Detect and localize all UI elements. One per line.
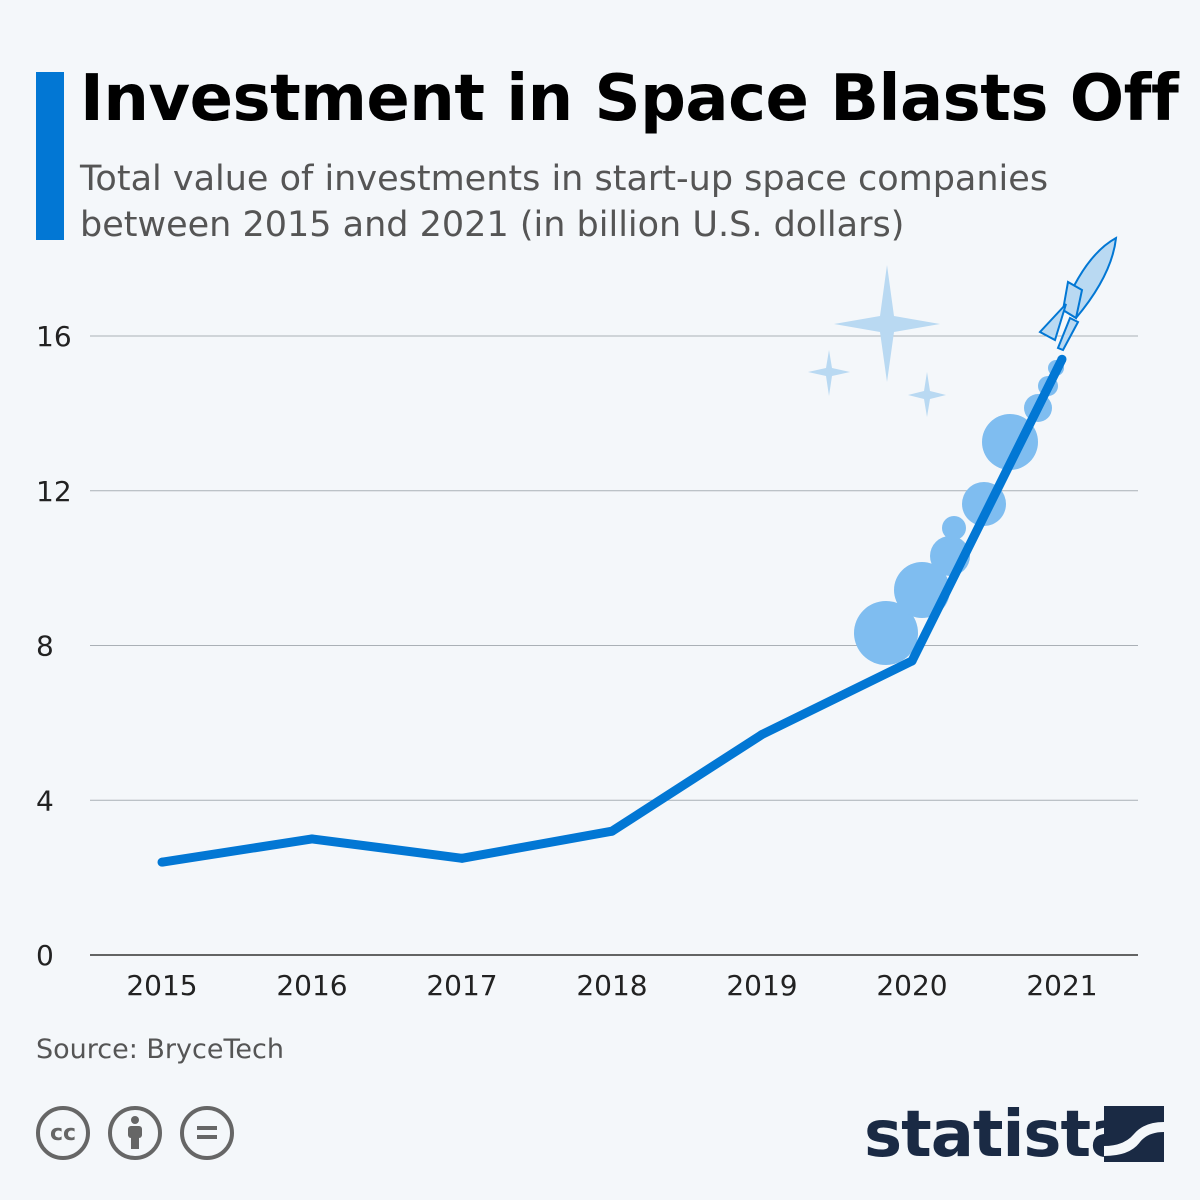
data-point (607, 826, 617, 836)
data-point (307, 834, 317, 844)
statista-logo-icon (1104, 1106, 1164, 1162)
data-point (457, 853, 467, 863)
x-tick-label: 2015 (126, 969, 197, 1002)
x-tick-label: 2020 (876, 969, 947, 1002)
x-tick-label: 2021 (1026, 969, 1097, 1002)
attribution-icon[interactable] (108, 1106, 162, 1160)
x-tick-label: 2017 (426, 969, 497, 1002)
rocket-decoration (808, 236, 1118, 665)
y-tick-label: 16 (36, 320, 72, 353)
sparkle-icon (808, 265, 946, 417)
smoke-cloud (942, 516, 966, 540)
data-point (157, 857, 167, 867)
x-tick-label: 2018 (576, 969, 647, 1002)
y-tick-label: 0 (36, 939, 54, 972)
no-derivatives-icon[interactable] (180, 1106, 234, 1160)
y-tick-label: 12 (36, 475, 72, 508)
statista-logo[interactable]: statista (864, 1098, 1133, 1172)
subtitle: Total value of investments in start-up s… (80, 159, 1049, 245)
y-tick-label: 8 (36, 630, 54, 663)
cc-icon[interactable]: cc (36, 1106, 90, 1160)
x-tick-label: 2019 (726, 969, 797, 1002)
smoke-cloud (854, 601, 918, 665)
y-tick-label: 4 (36, 784, 54, 817)
data-point (757, 729, 767, 739)
data-point (907, 656, 917, 666)
page-title: Investment in Space Blasts Off (80, 62, 1179, 136)
rocket-icon (1038, 236, 1118, 352)
x-tick-label: 2016 (276, 969, 347, 1002)
data-point (1057, 354, 1067, 364)
title-accent-bar (36, 72, 64, 240)
source-note: Source: BryceTech (36, 1034, 284, 1065)
